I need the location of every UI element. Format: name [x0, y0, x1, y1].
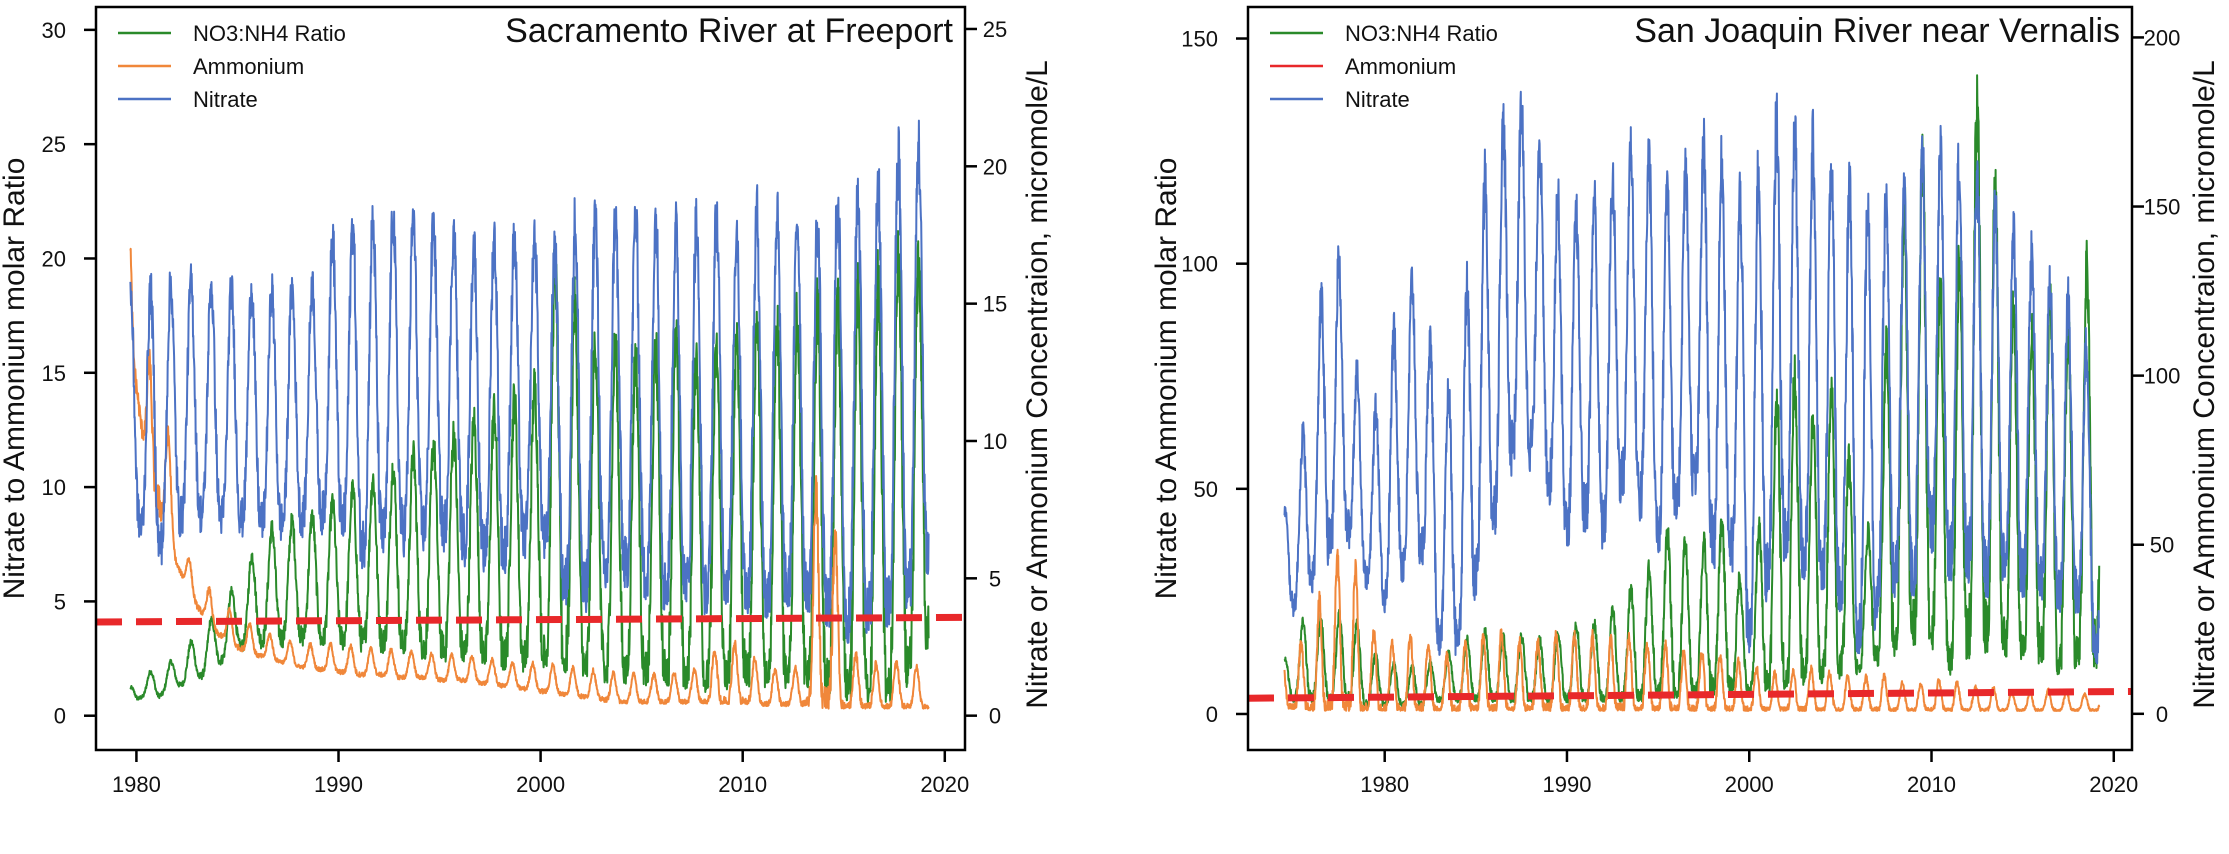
chart-panel-2: 1980 1990 2000 2010 2020 0 50 100 150 0 50 100 150 20… — [1150, 5, 2221, 797]
legend-label: Ammonium — [193, 54, 304, 79]
x-tick-label: 2010 — [718, 772, 767, 797]
legend-label: NO3:NH4 Ratio — [193, 21, 346, 46]
legend-label: Ammonium — [1345, 54, 1456, 79]
legend-label: Nitrate — [193, 87, 258, 112]
y-tick-label: 20 — [42, 246, 66, 271]
legend: NO3:NH4 Ratio Ammonium Nitrate — [118, 21, 346, 112]
series-ratio-line — [129, 230, 930, 704]
plot-frame — [1246, 5, 2134, 752]
x-tick-label: 2020 — [920, 772, 969, 797]
y-tick-label: 15 — [42, 361, 66, 386]
x-tick-label: 1990 — [314, 772, 363, 797]
series-nitrate-line — [129, 119, 930, 644]
y-axis-title: Nitrate to Ammonium molar Ratio — [0, 158, 31, 600]
reference-line — [95, 613, 966, 626]
x-tick-label: 1990 — [1542, 772, 1591, 797]
y2-tick-label: 0 — [989, 704, 1001, 729]
series-ammonium-line — [129, 247, 930, 710]
y-tick-label: 10 — [42, 475, 66, 500]
x-tick-label: 2000 — [1725, 772, 1774, 797]
y-tick-label: 50 — [1194, 477, 1218, 502]
y2-tick-label: 25 — [983, 17, 1007, 42]
x-tick-label: 2000 — [516, 772, 565, 797]
y-tick-label: 0 — [1206, 702, 1218, 727]
y-tick-label: 150 — [1181, 27, 1218, 52]
reference-line — [1247, 687, 2133, 702]
y2-tick-label: 100 — [2144, 364, 2181, 389]
y2-tick-label: 15 — [983, 292, 1007, 317]
x-tick-label: 1980 — [112, 772, 161, 797]
plot-frame — [94, 5, 967, 752]
legend: NO3:NH4 Ratio Ammonium Nitrate — [1270, 21, 1498, 112]
x-tick-label: 2010 — [1907, 772, 1956, 797]
legend-label: NO3:NH4 Ratio — [1345, 21, 1498, 46]
panel-title: Sacramento River at Freeport — [505, 12, 953, 50]
y2-axis-title: Nitrate or Ammonium Concentraion, microm… — [2188, 60, 2221, 709]
x-tick-label: 1980 — [1360, 772, 1409, 797]
panel-title: San Joaquin River near Vernalis — [1634, 12, 2120, 50]
series-ratio-line — [1283, 74, 2101, 708]
y-tick-label: 25 — [42, 132, 66, 157]
chart-panel-1: 1980 1990 2000 2010 2020 0 5 10 15 20 25 30 0 5 10 15 20… — [0, 5, 1054, 797]
series-ammonium-line — [1283, 548, 2101, 712]
x-tick-label: 2020 — [2089, 772, 2138, 797]
y-tick-label: 5 — [54, 589, 66, 614]
y2-tick-label: 200 — [2144, 25, 2181, 50]
y2-axis-title: Nitrate or Ammonium Concentraion, microm… — [1021, 60, 1054, 709]
series-nitrate-line — [1283, 90, 2100, 665]
y-tick-label: 0 — [54, 704, 66, 729]
y2-tick-label: 150 — [2144, 195, 2181, 220]
y2-tick-label: 10 — [983, 429, 1007, 454]
y2-tick-label: 5 — [989, 566, 1001, 591]
y-tick-label: 100 — [1181, 252, 1218, 277]
legend-label: Nitrate — [1345, 87, 1410, 112]
y2-tick-label: 20 — [983, 154, 1007, 179]
y2-tick-label: 50 — [2150, 533, 2174, 558]
y-tick-label: 30 — [42, 18, 66, 43]
y-axis-title: Nitrate to Ammonium molar Ratio — [1150, 158, 1183, 600]
y2-tick-label: 0 — [2156, 702, 2168, 727]
